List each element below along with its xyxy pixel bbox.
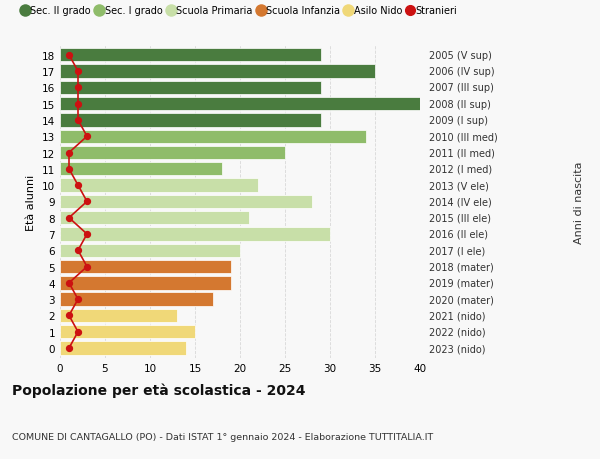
Point (64, 150, 74, 157)
Bar (60, 309, 177, 322)
Bar (60, 98, 429, 111)
Bar (60, 82, 321, 95)
Text: 2015 (III ele): 2015 (III ele) (428, 213, 491, 223)
Text: 2007 (III sup): 2007 (III sup) (428, 83, 494, 93)
Bar (60, 260, 231, 274)
Point (64, 166, 74, 173)
Bar (60, 212, 249, 225)
Text: 2012 (I med): 2012 (I med) (428, 164, 492, 174)
Text: 2011 (II med): 2011 (II med) (428, 148, 494, 158)
Bar (60, 195, 312, 209)
Text: 2014 (IV ele): 2014 (IV ele) (428, 197, 491, 207)
Bar (60, 244, 240, 257)
Point (73, 117, 83, 124)
Bar (60, 163, 222, 176)
Text: 2006 (IV sup): 2006 (IV sup) (428, 67, 494, 77)
Bar (60, 65, 375, 78)
Text: 2023 (nido): 2023 (nido) (428, 343, 485, 353)
Text: 2022 (nido): 2022 (nido) (428, 327, 485, 337)
Text: Popolazione per età scolastica - 2024: Popolazione per età scolastica - 2024 (12, 382, 305, 397)
Bar (60, 228, 330, 241)
Bar (60, 293, 213, 306)
Point (82, 198, 92, 206)
Text: 2020 (mater): 2020 (mater) (428, 295, 494, 304)
Point (64, 280, 74, 287)
Bar (60, 277, 231, 290)
Point (64, 312, 74, 319)
Point (64, 214, 74, 222)
Point (73, 247, 83, 254)
Bar (60, 130, 366, 144)
Bar (60, 341, 186, 355)
Bar (60, 325, 195, 339)
Y-axis label: Età alunni: Età alunni (26, 174, 37, 230)
Text: 2010 (III med): 2010 (III med) (428, 132, 497, 142)
Bar (60, 146, 285, 160)
Text: 2019 (mater): 2019 (mater) (428, 278, 493, 288)
Point (73, 296, 83, 303)
Text: 2005 (V sup): 2005 (V sup) (428, 50, 491, 61)
Bar (60, 179, 258, 192)
Text: 2013 (V ele): 2013 (V ele) (428, 181, 488, 190)
Text: 2016 (II ele): 2016 (II ele) (428, 230, 488, 240)
Text: 2018 (mater): 2018 (mater) (428, 262, 493, 272)
Point (82, 263, 92, 271)
Point (64, 345, 74, 352)
Point (73, 182, 83, 190)
Legend: Sec. II grado, Sec. I grado, Scuola Primaria, Scuola Infanzia, Asilo Nido, Stran: Sec. II grado, Sec. I grado, Scuola Prim… (19, 2, 461, 20)
Point (73, 68, 83, 76)
Text: Anni di nascita: Anni di nascita (574, 161, 584, 243)
Bar (60, 49, 321, 62)
Point (73, 101, 83, 108)
Point (82, 133, 92, 140)
Text: 2008 (II sup): 2008 (II sup) (428, 100, 491, 109)
Point (73, 328, 83, 336)
Point (73, 84, 83, 92)
Text: 2021 (nido): 2021 (nido) (428, 311, 485, 321)
Point (82, 231, 92, 238)
Bar (60, 114, 321, 127)
Point (64, 52, 74, 59)
Text: 2017 (I ele): 2017 (I ele) (428, 246, 485, 256)
Text: COMUNE DI CANTAGALLO (PO) - Dati ISTAT 1° gennaio 2024 - Elaborazione TUTTITALIA: COMUNE DI CANTAGALLO (PO) - Dati ISTAT 1… (12, 431, 433, 441)
Text: 2009 (I sup): 2009 (I sup) (428, 116, 488, 126)
